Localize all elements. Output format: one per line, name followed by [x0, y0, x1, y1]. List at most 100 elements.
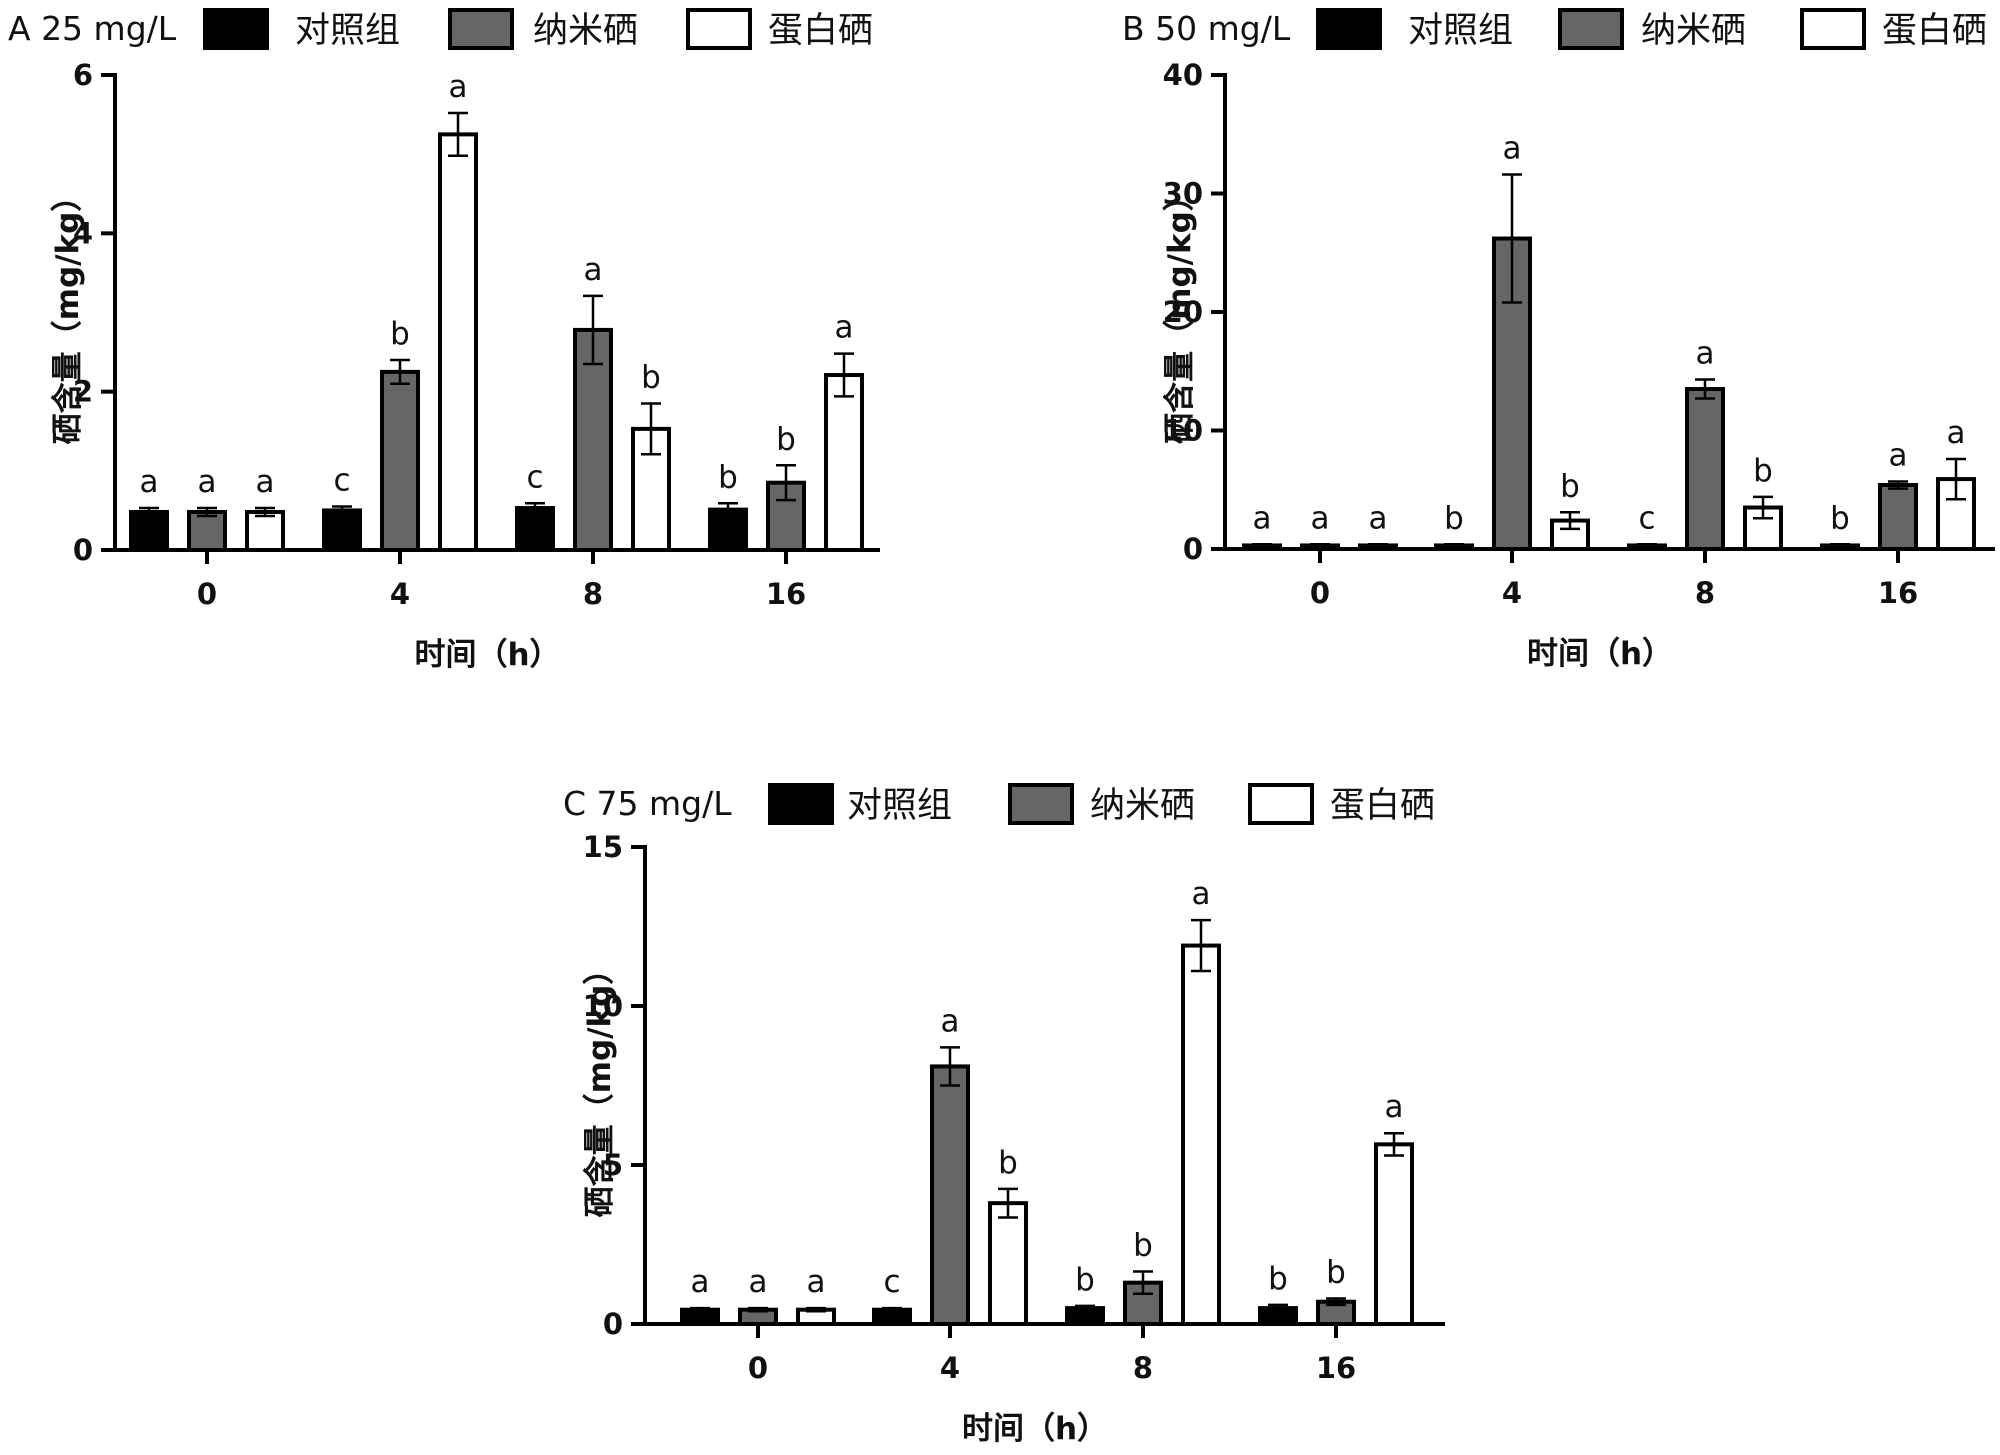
error-bar [1310, 543, 1330, 548]
y-tick-label: 0 [603, 1307, 623, 1341]
error-bar [255, 506, 275, 518]
legend-label-1: 纳米硒 [1090, 786, 1195, 826]
y-axis-title: 硒含量（mg/kg） [50, 181, 86, 445]
significance-label: a [140, 464, 159, 500]
error-bar [641, 402, 661, 456]
legend-swatch-2 [1248, 783, 1314, 825]
legend-label-0: 对照组 [1408, 11, 1513, 51]
y-tick-label: 10 [1163, 414, 1203, 448]
x-axis-title: 时间（h） [414, 637, 560, 673]
error-bar [1384, 1131, 1404, 1157]
legend-swatch-1 [1558, 8, 1624, 50]
error-bar [834, 352, 854, 398]
legend-swatch-2 [1800, 8, 1866, 50]
chart-title: B 50 mg/L [1122, 9, 1291, 48]
bar-1-2 [1685, 387, 1725, 551]
bar-1-2 [573, 327, 613, 552]
significance-label: b [998, 1145, 1018, 1181]
significance-label: a [749, 1264, 768, 1300]
significance-label: b [1075, 1262, 1095, 1298]
significance-label: b [1753, 453, 1773, 489]
significance-label: c [526, 459, 543, 495]
error-bar [1368, 543, 1388, 548]
bar-2-3 [824, 373, 864, 552]
significance-label: a [941, 1003, 960, 1039]
chart-panel-a: A 25 mg/L 对照组 纳米硒 蛋白硒 0 2 4 6 0 4 8 16 时间（h） 硒含量（mg/k… [8, 8, 880, 673]
significance-label: b [1326, 1255, 1346, 1291]
error-bar [197, 506, 217, 518]
x-tick-label: 8 [1133, 1351, 1153, 1385]
x-tick-label: 4 [390, 577, 410, 611]
x-tick-label: 16 [1878, 576, 1918, 610]
legend-swatch-1 [448, 8, 514, 50]
error-bar [448, 111, 468, 157]
x-tick-label: 4 [1502, 576, 1522, 610]
legend-swatch-0 [1316, 8, 1382, 50]
legend-swatch-0 [768, 783, 834, 825]
error-bar [1075, 1304, 1095, 1312]
bar-0-2 [515, 506, 555, 552]
error-bar [1191, 918, 1211, 973]
error-bar [139, 506, 159, 518]
y-axis-title: 硒含量（mg/kg） [582, 954, 618, 1218]
error-bar [1444, 543, 1464, 548]
significance-label: a [1253, 500, 1272, 536]
legend-label-1: 纳米硒 [1641, 11, 1746, 51]
chart-title: C 75 mg/L [563, 784, 732, 823]
y-tick-label: 15 [583, 830, 623, 864]
x-tick-label: 8 [1695, 576, 1715, 610]
y-tick-label: 0 [1183, 532, 1203, 566]
bar-2-3 [1374, 1142, 1414, 1326]
y-tick-label: 20 [1163, 295, 1203, 329]
error-bar [748, 1306, 768, 1313]
bar-1-3 [1878, 483, 1918, 552]
bar-2-1 [988, 1201, 1028, 1327]
significance-label: b [1830, 500, 1850, 536]
legend-label-2: 蛋白硒 [768, 11, 873, 51]
x-tick-label: 0 [748, 1351, 768, 1385]
error-bar [1326, 1297, 1346, 1307]
significance-label: c [1638, 500, 1655, 536]
error-bar [690, 1306, 710, 1313]
significance-label: a [256, 464, 275, 500]
significance-label: a [1192, 876, 1211, 912]
significance-label: a [1947, 415, 1966, 451]
legend-label-0: 对照组 [847, 786, 952, 826]
error-bar [940, 1046, 960, 1087]
error-bar [1133, 1270, 1153, 1296]
significance-label: b [1268, 1261, 1288, 1297]
y-tick-label: 6 [73, 58, 93, 92]
bar-2-0 [245, 510, 285, 552]
x-tick-label: 16 [766, 577, 806, 611]
significance-label: b [641, 360, 661, 396]
x-tick-label: 8 [583, 577, 603, 611]
significance-label: b [1133, 1228, 1153, 1264]
y-tick-label: 0 [73, 533, 93, 567]
error-bar [1268, 1303, 1288, 1313]
bar-2-2 [1181, 943, 1221, 1327]
significance-label: a [1385, 1089, 1404, 1125]
error-bar [1946, 457, 1966, 501]
error-bar [776, 464, 796, 502]
significance-label: b [390, 316, 410, 352]
legend-swatch-1 [1008, 783, 1074, 825]
significance-label: a [807, 1264, 826, 1300]
error-bar [332, 505, 352, 516]
legend-label-1: 纳米硒 [533, 11, 638, 51]
legend-swatch-0 [203, 8, 269, 50]
significance-label: a [1369, 500, 1388, 536]
bar-1-1 [930, 1064, 970, 1327]
error-bar [390, 358, 410, 385]
y-axis-title: 硒含量（mg/kg） [1162, 180, 1198, 444]
bar-1-1 [380, 369, 420, 552]
error-bar [583, 294, 603, 366]
significance-label: c [883, 1264, 900, 1300]
error-bar [1560, 511, 1580, 531]
y-tick-label: 4 [73, 216, 93, 250]
legend-swatch-2 [686, 8, 752, 50]
y-tick-label: 40 [1163, 58, 1203, 92]
y-tick-label: 10 [583, 989, 623, 1023]
error-bar [806, 1306, 826, 1313]
error-bar [1695, 378, 1715, 400]
